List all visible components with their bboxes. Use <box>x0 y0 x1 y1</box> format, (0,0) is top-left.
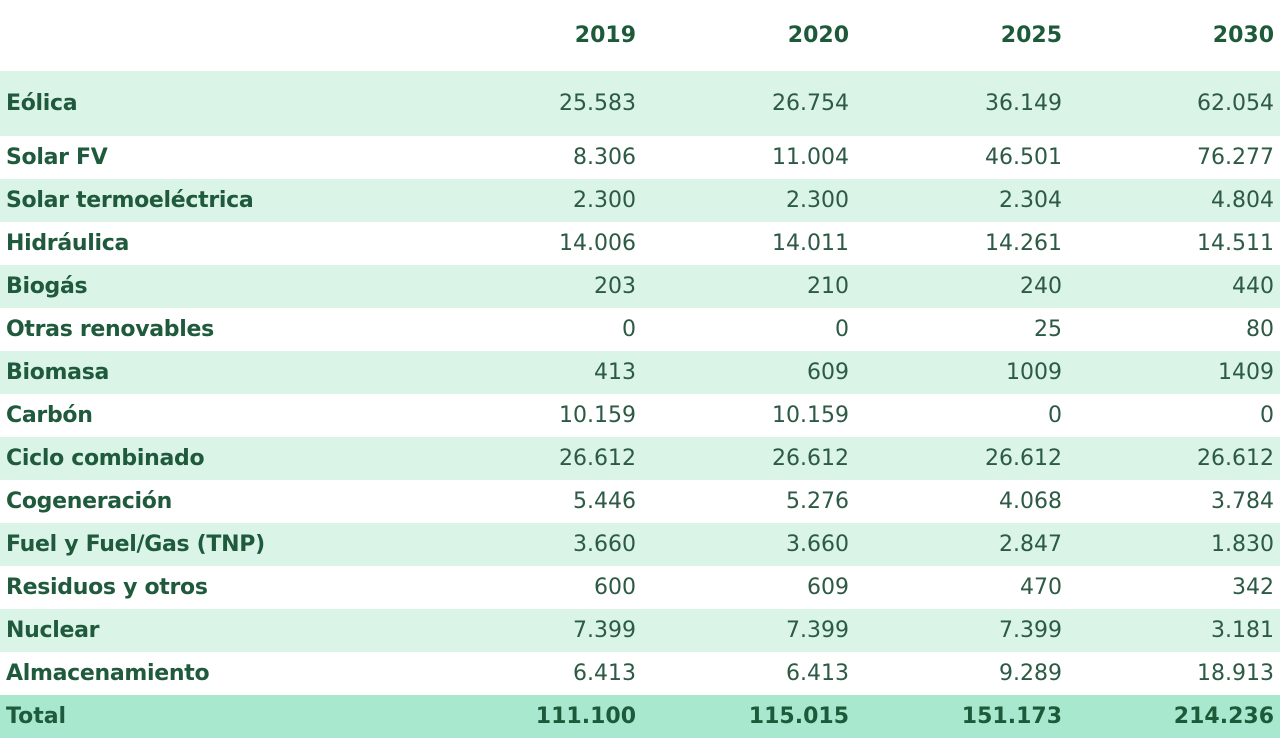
cell-value-2025: 4.068 <box>999 489 1062 514</box>
table-row: Otras renovables 0 0 25 80 <box>0 308 1280 351</box>
cell-value-2019: 5.446 <box>573 489 636 514</box>
cell-value-2020: 7.399 <box>786 618 849 643</box>
total-value-2020: 115.015 <box>748 704 849 729</box>
cell-value-2030: 1409 <box>1218 360 1274 385</box>
cell-value-2020: 210 <box>807 274 849 299</box>
cell-value-2019: 2.300 <box>573 188 636 213</box>
row-label: Nuclear <box>6 618 100 643</box>
table-row: Fuel y Fuel/Gas (TNP) 3.660 3.660 2.847 1.83… <box>0 523 1280 566</box>
table-row: Biogás 203 210 240 440 <box>0 265 1280 308</box>
total-value-2025: 151.173 <box>961 704 1062 729</box>
table-row: Eólica 25.583 26.754 36.149 62.054 <box>0 71 1280 136</box>
table-row: Solar FV 8.306 11.004 46.501 76.277 <box>0 136 1280 179</box>
cell-value-2020: 609 <box>807 575 849 600</box>
row-label: Biomasa <box>6 360 110 385</box>
total-value-2019: 111.100 <box>535 704 636 729</box>
row-label: Otras renovables <box>6 317 214 342</box>
cell-value-2020: 14.011 <box>772 231 849 256</box>
table-row: Carbón 10.159 10.159 0 0 <box>0 394 1280 437</box>
row-label: Fuel y Fuel/Gas (TNP) <box>6 532 265 557</box>
cell-value-2019: 3.660 <box>573 532 636 557</box>
cell-value-2030: 440 <box>1232 274 1274 299</box>
cell-value-2020: 3.660 <box>786 532 849 557</box>
cell-value-2020: 11.004 <box>772 145 849 170</box>
cell-value-2025: 9.289 <box>999 661 1062 686</box>
row-label: Residuos y otros <box>6 575 208 600</box>
cell-value-2030: 14.511 <box>1197 231 1274 256</box>
table-row: Ciclo combinado 26.612 26.612 26.612 26.612 <box>0 437 1280 480</box>
cell-value-2020: 26.754 <box>772 91 849 116</box>
cell-value-2030: 26.612 <box>1197 446 1274 471</box>
cell-value-2019: 600 <box>594 575 636 600</box>
cell-value-2030: 3.181 <box>1211 618 1274 643</box>
cell-value-2030: 342 <box>1232 575 1274 600</box>
table-row: Cogeneración 5.446 5.276 4.068 3.784 <box>0 480 1280 523</box>
cell-value-2025: 14.261 <box>985 231 1062 256</box>
cell-value-2020: 26.612 <box>772 446 849 471</box>
header-cell-label <box>0 0 430 71</box>
cell-value-2019: 6.413 <box>573 661 636 686</box>
cell-value-2019: 8.306 <box>573 145 636 170</box>
table-row: Solar termoeléctrica 2.300 2.300 2.304 4.804 <box>0 179 1280 222</box>
cell-value-2019: 14.006 <box>559 231 636 256</box>
row-label: Hidráulica <box>6 231 130 256</box>
cell-value-2025: 46.501 <box>985 145 1062 170</box>
cell-value-2025: 1009 <box>1006 360 1062 385</box>
cell-value-2025: 7.399 <box>999 618 1062 643</box>
cell-value-2019: 203 <box>594 274 636 299</box>
total-row: Total 111.100 115.015 151.173 214.236 <box>0 695 1280 738</box>
row-label: Eólica <box>6 91 78 116</box>
header-row: 2019 2020 2025 2030 <box>0 0 1280 71</box>
header-cell-2030: 2030 <box>1212 23 1274 48</box>
cell-value-2030: 3.784 <box>1211 489 1274 514</box>
total-value-2030: 214.236 <box>1173 704 1274 729</box>
cell-value-2020: 0 <box>835 317 849 342</box>
total-label: Total <box>6 704 67 729</box>
cell-value-2030: 0 <box>1260 403 1274 428</box>
cell-value-2030: 76.277 <box>1197 145 1274 170</box>
cell-value-2030: 4.804 <box>1211 188 1274 213</box>
table-row: Almacenamiento 6.413 6.413 9.289 18.913 <box>0 652 1280 695</box>
cell-value-2019: 0 <box>622 317 636 342</box>
cell-value-2019: 26.612 <box>559 446 636 471</box>
row-label: Biogás <box>6 274 88 299</box>
row-label: Cogeneración <box>6 489 172 514</box>
cell-value-2025: 26.612 <box>985 446 1062 471</box>
cell-value-2019: 10.159 <box>559 403 636 428</box>
cell-value-2030: 80 <box>1246 317 1274 342</box>
cell-value-2025: 240 <box>1020 274 1062 299</box>
cell-value-2020: 609 <box>807 360 849 385</box>
table-body: Eólica 25.583 26.754 36.149 62.054 Solar FV 8.… <box>0 71 1280 695</box>
cell-value-2019: 413 <box>594 360 636 385</box>
table-row: Biomasa 413 609 1009 1409 <box>0 351 1280 394</box>
cell-value-2020: 6.413 <box>786 661 849 686</box>
cell-value-2030: 1.830 <box>1211 532 1274 557</box>
cell-value-2030: 62.054 <box>1197 91 1274 116</box>
table-row: Residuos y otros 600 609 470 342 <box>0 566 1280 609</box>
cell-value-2025: 2.847 <box>999 532 1062 557</box>
cell-value-2020: 10.159 <box>772 403 849 428</box>
header-cell-2020: 2020 <box>787 23 849 48</box>
row-label: Almacenamiento <box>6 661 210 686</box>
cell-value-2030: 18.913 <box>1197 661 1274 686</box>
row-label: Ciclo combinado <box>6 446 205 471</box>
row-label: Solar termoeléctrica <box>6 188 254 213</box>
cell-value-2025: 36.149 <box>985 91 1062 116</box>
header-cell-2019: 2019 <box>574 23 636 48</box>
cell-value-2025: 2.304 <box>999 188 1062 213</box>
cell-value-2020: 2.300 <box>786 188 849 213</box>
cell-value-2025: 0 <box>1048 403 1062 428</box>
cell-value-2025: 470 <box>1020 575 1062 600</box>
cell-value-2020: 5.276 <box>786 489 849 514</box>
cell-value-2025: 25 <box>1034 317 1062 342</box>
row-label: Carbón <box>6 403 93 428</box>
row-label: Solar FV <box>6 145 108 170</box>
table-row: Hidráulica 14.006 14.011 14.261 14.511 <box>0 222 1280 265</box>
cell-value-2019: 7.399 <box>573 618 636 643</box>
header-cell-2025: 2025 <box>1000 23 1062 48</box>
table-row: Nuclear 7.399 7.399 7.399 3.181 <box>0 609 1280 652</box>
cell-value-2019: 25.583 <box>559 91 636 116</box>
